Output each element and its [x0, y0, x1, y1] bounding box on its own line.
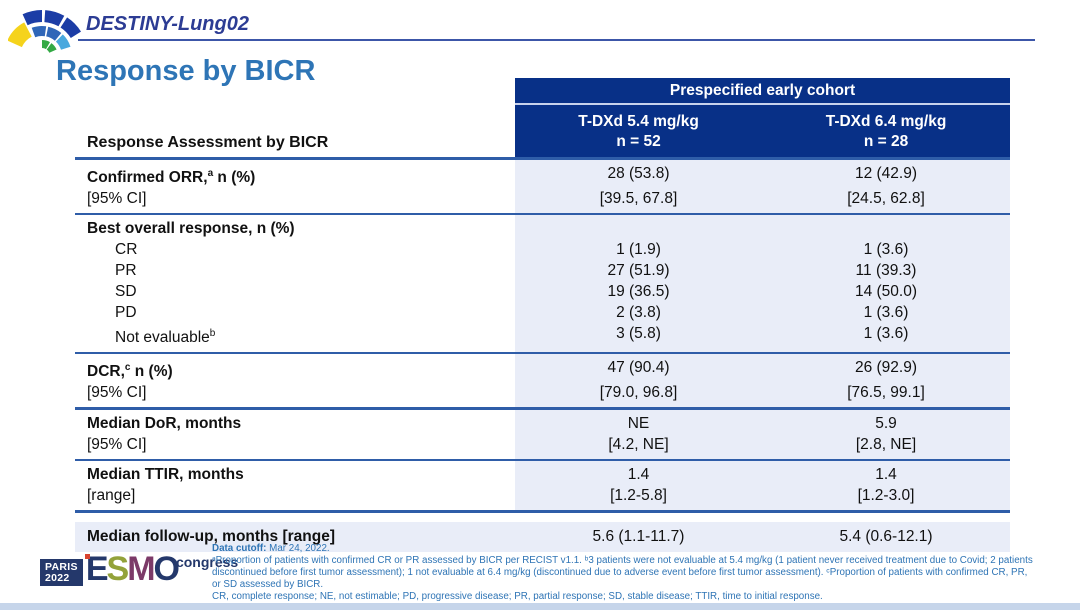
cell-value: 12 (42.9) — [854, 165, 918, 182]
table-row: Not evaluableb 3 (5.8) 1 (3.6) — [75, 323, 1010, 348]
section-best-overall-response: Best overall response, n (%) CR 1 (1.9) … — [75, 215, 1010, 355]
cell-value: 1.4 — [875, 466, 897, 484]
cell-value — [762, 218, 1010, 239]
section-dcr: DCR,c n (%) 47 (90.4) 26 (92.9) [95% CI]… — [75, 354, 1010, 411]
badge-year: 2022 — [45, 572, 70, 584]
cell-value: [79.0, 96.8] — [599, 384, 678, 402]
cell-value: [24.5, 62.8] — [847, 190, 925, 208]
response-table: Prespecified early cohort Response Asses… — [75, 78, 1010, 553]
section-median-followup: Median follow-up, months [range] 5.6 (1.… — [75, 522, 1010, 553]
cell-value: 47 (90.4) — [607, 359, 670, 377]
congress-label: congress — [175, 554, 239, 570]
row-label: CR — [115, 241, 138, 259]
cell-value: NE — [627, 415, 650, 433]
row-label: [95% CI] — [87, 190, 147, 208]
cell-value: 27 (51.9) — [607, 262, 670, 280]
footnote-text: ᵃProportion of patients with confirmed C… — [212, 554, 1033, 590]
column-header-arm2: T-DXd 6.4 mg/kg n = 28 — [762, 105, 1010, 157]
section-median-ttir: Median TTIR, months 1.4 1.4 [range] [1.2… — [75, 461, 1010, 514]
cell-value: 1 (3.6) — [863, 241, 909, 259]
table-row: Median TTIR, months 1.4 1.4 — [75, 464, 1010, 485]
row-label: SD — [115, 283, 137, 301]
cell-value: 26 (92.9) — [854, 359, 918, 377]
row-label: PD — [115, 304, 137, 322]
cell-value: [76.5, 99.1] — [847, 384, 925, 402]
arm1-dose: T-DXd 5.4 mg/kg — [578, 113, 699, 130]
section-median-dor: Median DoR, months NE 5.9 [95% CI] [4.2,… — [75, 410, 1010, 462]
data-cutoff-line: Data cutoff: Mar 24, 2022. — [212, 543, 330, 554]
table-column-headers: Response Assessment by BICR T-DXd 5.4 mg… — [75, 105, 1010, 160]
table-row: Confirmed ORR,a n (%) 28 (53.8) 12 (42.9… — [75, 163, 1010, 188]
cell-value: 5.6 (1.1-11.7) — [592, 528, 685, 546]
table-row: [95% CI] [79.0, 96.8] [76.5, 99.1] — [75, 382, 1010, 403]
table-row: Median follow-up, months [range] 5.6 (1.… — [75, 526, 1010, 547]
table-row: [95% CI] [4.2, NE] [2.8, NE] — [75, 434, 1010, 455]
arm1-n: n = 52 — [616, 133, 661, 150]
abbreviations-text: CR, complete response; NE, not estimable… — [212, 590, 823, 602]
column-header-arm1: T-DXd 5.4 mg/kg n = 52 — [515, 105, 762, 157]
footnotes: Data cutoff: Mar 24, 2022. ᵃProportion o… — [212, 543, 1038, 603]
table-row: [95% CI] [39.5, 67.8] [24.5, 62.8] — [75, 188, 1010, 209]
arm2-dose: T-DXd 6.4 mg/kg — [825, 113, 947, 130]
table-row: [range] [1.2-5.8] [1.2-3.0] — [75, 485, 1010, 506]
cell-value: 1 (3.6) — [863, 325, 909, 343]
cell-value: 11 (39.3) — [855, 262, 917, 280]
row-label: [95% CI] — [87, 384, 147, 402]
cell-value: 14 (50.0) — [854, 283, 918, 301]
table-spanner: Prespecified early cohort — [515, 78, 1010, 103]
paris-2022-badge: PARIS 2022 — [40, 559, 83, 586]
row-label: PR — [115, 262, 137, 280]
cell-value: 28 (53.8) — [607, 165, 670, 182]
section-confirmed-orr: Confirmed ORR,a n (%) 28 (53.8) 12 (42.9… — [75, 160, 1010, 216]
table-row: DCR,c n (%) 47 (90.4) 26 (92.9) — [75, 357, 1010, 382]
cell-value: 5.9 — [875, 415, 897, 433]
table-row: CR 1 (1.9) 1 (3.6) — [75, 239, 1010, 260]
cell-value: 5.4 (0.6-12.1) — [839, 528, 933, 546]
row-header-title: Response Assessment by BICR — [87, 134, 329, 151]
cell-value: [4.2, NE] — [608, 436, 669, 454]
header-divider — [78, 39, 1035, 41]
esmo-red-square-icon — [84, 554, 90, 559]
spanner-gap — [515, 103, 1010, 105]
cell-value — [515, 218, 762, 239]
row-label: Median TTIR, months — [87, 466, 244, 484]
arm2-n: n = 28 — [863, 133, 909, 150]
row-label: Confirmed ORR,a n (%) — [87, 168, 256, 187]
table-row: SD 19 (36.5) 14 (50.0) — [75, 281, 1010, 302]
congress-fan-logo-icon — [8, 10, 81, 53]
row-label: Best overall response, n (%) — [87, 220, 295, 238]
row-label: Median DoR, months — [87, 415, 242, 433]
esmo-congress-logo: PARIS 2022 ESMO congress — [40, 552, 238, 586]
row-label: Not evaluableb — [115, 328, 216, 347]
cell-value: 1 (1.9) — [616, 241, 661, 259]
row-label: DCR,c n (%) — [87, 362, 173, 381]
cell-value: [1.2-3.0] — [857, 487, 915, 505]
row-label: [95% CI] — [87, 436, 147, 454]
table-row: Median DoR, months NE 5.9 — [75, 413, 1010, 434]
table-row: Best overall response, n (%) — [75, 218, 1010, 239]
study-name: DESTINY-Lung02 — [86, 13, 249, 35]
table-row: PD 2 (3.8) 1 (3.6) — [75, 302, 1010, 323]
badge-city: PARIS — [45, 561, 78, 573]
cell-value: [39.5, 67.8] — [599, 190, 678, 208]
cell-value: [1.2-5.8] — [610, 487, 667, 505]
row-label: [range] — [87, 487, 136, 505]
cell-value: 1.4 — [627, 466, 650, 484]
cell-value: 19 (36.5) — [607, 283, 670, 301]
page-title: Response by BICR — [56, 55, 316, 87]
cell-value: [2.8, NE] — [855, 436, 917, 454]
cell-value: 2 (3.8) — [616, 304, 661, 322]
table-row: PR 27 (51.9) 11 (39.3) — [75, 260, 1010, 281]
cell-value: 1 (3.6) — [863, 304, 909, 322]
row-label: Median follow-up, months [range] — [87, 528, 335, 546]
cell-value: 3 (5.8) — [616, 325, 661, 343]
bottom-accent-bar — [0, 603, 1080, 610]
esmo-wordmark: ESMO — [84, 550, 180, 588]
